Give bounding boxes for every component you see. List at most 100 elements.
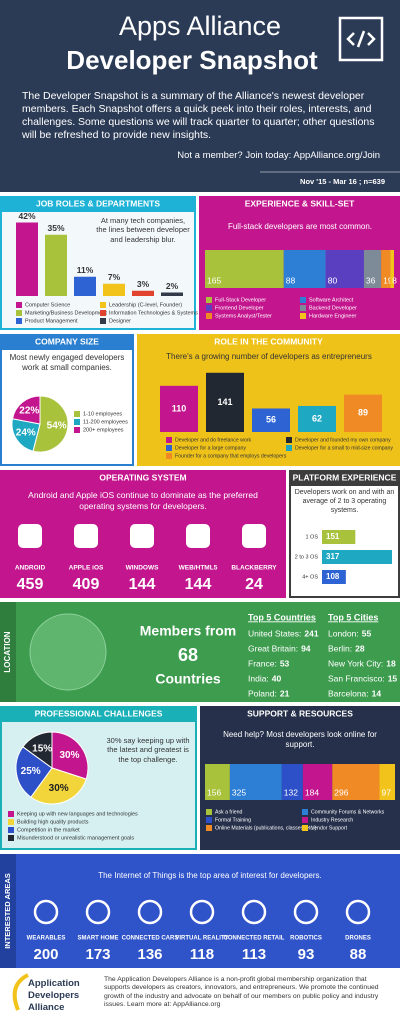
category-label: 1 OS [305, 534, 318, 540]
list-entry: France: [248, 658, 277, 668]
bar-label: 110 [172, 403, 187, 413]
interest-name: CONNECTED CARS [122, 936, 179, 942]
list-value: 18 [386, 658, 396, 668]
legend-swatch [74, 427, 80, 433]
interest-value: 136 [137, 946, 162, 963]
interest-name: DRONES [345, 936, 371, 942]
legend-swatch [8, 811, 14, 817]
side-strip [0, 602, 16, 702]
interest-value: 118 [190, 946, 214, 963]
legend-label: Designer [109, 318, 131, 324]
side-label: LOCATION [3, 631, 12, 672]
bar-label: 317 [326, 552, 340, 561]
legend-swatch [302, 809, 308, 815]
stacked-segment [205, 764, 230, 800]
os-value: 409 [73, 576, 100, 593]
pie-slice [11, 418, 41, 452]
experience-note: Full-stack developers are most common. [227, 222, 373, 231]
legend-label: Software Architect [309, 297, 354, 303]
list-entry: San Francisco: [328, 673, 385, 683]
legend-swatch [100, 318, 106, 324]
segment-label: 80 [328, 275, 338, 285]
slice-label: 24% [16, 428, 36, 439]
interest-name: CONNECTED RETAIL [224, 936, 285, 942]
legend-label: Developer for a small to mid-size compan… [295, 445, 393, 451]
legend-label: Keeping up with new languages and techno… [17, 811, 138, 817]
legend-swatch [286, 437, 292, 443]
slice-label: 54% [47, 421, 67, 432]
legend-label: Industry Research [311, 817, 353, 823]
code-icon-glyph [346, 30, 376, 48]
bar [344, 394, 382, 432]
bar [298, 405, 336, 432]
sample: Nov '15 - Mar 16 ; n=639 [300, 177, 385, 186]
list-entry: London: [328, 628, 359, 638]
legend-label: 200+ employees [83, 427, 124, 433]
interest-name: VIRTUAL REALITY [175, 936, 228, 942]
os-value: 144 [129, 576, 156, 593]
panel-title: EXPERIENCE & SKILL-SET [245, 198, 355, 208]
legend-swatch [206, 305, 212, 311]
legend-swatch [300, 297, 306, 303]
interest-icon [241, 899, 267, 925]
interest-icon [345, 899, 371, 925]
side-label: INTERESTED AREAS [3, 873, 12, 949]
company-note: Most newly engaged developers work at sm… [9, 353, 125, 372]
bar-label: 141 [217, 397, 232, 407]
member-count: 68 [178, 645, 198, 665]
stacked-segment [283, 250, 326, 288]
stacked-segment [379, 764, 395, 800]
bar [160, 385, 198, 432]
legend-label: Ask a friend [215, 809, 243, 815]
title: Apps Alliance [119, 11, 281, 41]
panel-title: ROLE IN THE COMMUNITY [214, 336, 323, 346]
segment-label: 184 [305, 787, 319, 797]
legend-swatch [206, 825, 212, 831]
legend-swatch [206, 297, 212, 303]
list-value: 55 [362, 628, 372, 638]
bar [103, 283, 125, 296]
legend-swatch [206, 809, 212, 815]
globe [29, 613, 107, 691]
list-value: 28 [355, 643, 365, 653]
bar-label: 62 [312, 413, 322, 423]
list-entry: Poland: [248, 688, 277, 698]
legend-swatch [166, 453, 172, 459]
legend-swatch [16, 310, 22, 316]
legend-swatch [166, 437, 172, 443]
bar-label: 2% [166, 281, 179, 291]
panel-title: SUPPORT & RESOURCES [247, 708, 353, 718]
stacked-segment [363, 250, 382, 288]
list-entry: New York City: [328, 658, 383, 668]
stacked-segment [205, 250, 284, 288]
list-title: Top 5 Countries [248, 612, 316, 622]
community-note: There's a growing number of developers a… [166, 352, 372, 361]
legend-label: Information Technologies & Systems [109, 310, 198, 316]
interests-note: The Internet of Things is the top area o… [98, 871, 322, 880]
list-entry: Barcelona: [328, 688, 369, 698]
legend-swatch [100, 310, 106, 316]
join-link: Not a member? Join today: AppAlliance.or… [177, 150, 380, 161]
bar-label: 42% [18, 211, 35, 221]
segment-label: 296 [334, 787, 348, 797]
panel-title: PLATFORM EXPERIENCE [293, 472, 397, 482]
bar [45, 234, 67, 296]
interest-icon [293, 899, 319, 925]
legend-label: Developer and do freelance work [175, 437, 252, 443]
bar [322, 530, 356, 544]
legend-swatch [16, 302, 22, 308]
pie-slice [32, 395, 69, 453]
category-label: 4+ OS [302, 574, 318, 580]
legend-swatch [100, 302, 106, 308]
legend-label: Systems Analyst/Tester [215, 313, 272, 319]
legend-label: Competition in the market [17, 827, 80, 833]
stacked-segment [229, 764, 282, 800]
legend-swatch [74, 411, 80, 417]
legend-label: Hardware Engineer [309, 313, 357, 319]
legend-label: Founder for a company that employs devel… [175, 453, 287, 459]
list-entry: Berlin: [328, 643, 352, 653]
legend-swatch [300, 305, 306, 311]
slice-label: 25% [21, 766, 41, 777]
